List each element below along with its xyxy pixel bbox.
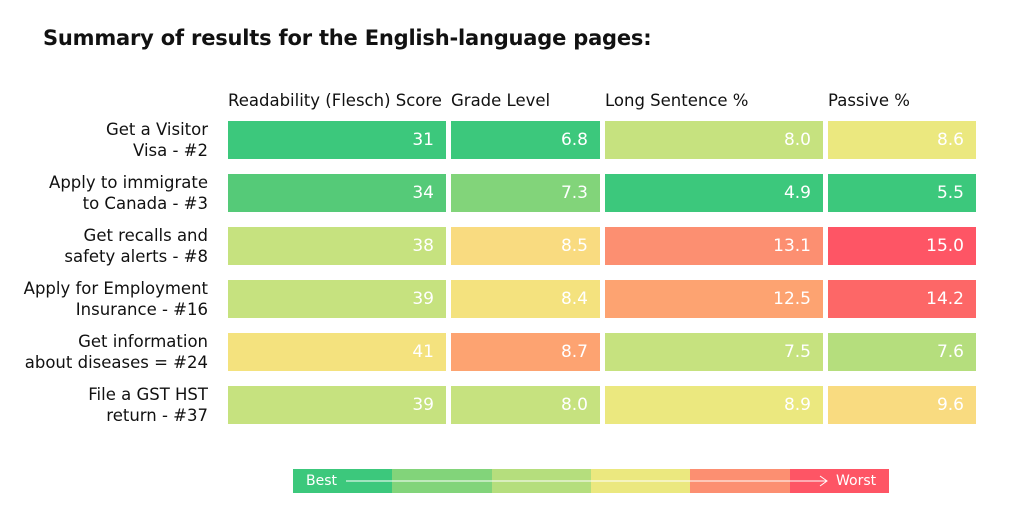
row-label-line: Apply to immigrate — [49, 173, 208, 192]
heatmap-cell: 15.0 — [828, 227, 976, 265]
heatmap-cell: 34 — [228, 174, 446, 212]
row-label-line: Get recalls and — [83, 226, 208, 245]
row-label: Apply for Employment Insurance - #16 — [0, 278, 208, 320]
row-label-line: Insurance - #16 — [75, 300, 208, 319]
chart-title: Summary of results for the English-langu… — [43, 26, 652, 50]
arrow-right-icon — [346, 475, 828, 487]
heatmap-cell: 8.0 — [451, 386, 600, 424]
column-header: Readability (Flesch) Score — [228, 91, 442, 110]
column-header: Long Sentence % — [605, 91, 749, 110]
heatmap-cell: 8.7 — [451, 333, 600, 371]
heatmap-cell: 7.3 — [451, 174, 600, 212]
heatmap-cell: 6.8 — [451, 121, 600, 159]
heatmap-cell: 12.5 — [605, 280, 823, 318]
column-header: Passive % — [828, 91, 910, 110]
heatmap-cell: 41 — [228, 333, 446, 371]
heatmap-cell: 8.6 — [828, 121, 976, 159]
row-label-line: Get information — [78, 332, 208, 351]
heatmap-cell: 7.5 — [605, 333, 823, 371]
row-label: Get recalls and safety alerts - #8 — [0, 225, 208, 267]
row-label: Apply to immigrate to Canada - #3 — [0, 172, 208, 214]
heatmap-cell: 5.5 — [828, 174, 976, 212]
row-label-line: to Canada - #3 — [82, 194, 208, 213]
row-label-line: return - #37 — [106, 406, 208, 425]
heatmap-cell: 13.1 — [605, 227, 823, 265]
row-label-line: Visa - #2 — [133, 141, 208, 160]
heatmap-cell: 9.6 — [828, 386, 976, 424]
row-label-line: Get a Visitor — [105, 120, 208, 139]
heatmap-cell: 39 — [228, 280, 446, 318]
row-label-line: Apply for Employment — [23, 279, 208, 298]
row-label-line: File a GST HST — [88, 385, 208, 404]
heatmap-cell: 39 — [228, 386, 446, 424]
row-label: File a GST HST return - #37 — [0, 384, 208, 426]
heatmap-cell: 14.2 — [828, 280, 976, 318]
legend-worst-label: Worst — [836, 473, 877, 489]
column-header: Grade Level — [451, 91, 551, 110]
heatmap-cell: 38 — [228, 227, 446, 265]
row-label-line: safety alerts - #8 — [64, 247, 208, 266]
heatmap-cell: 8.5 — [451, 227, 600, 265]
heatmap-cell: 8.4 — [451, 280, 600, 318]
row-label-line: about diseases = #24 — [24, 353, 208, 372]
heatmap-cell: 4.9 — [605, 174, 823, 212]
row-label: Get a Visitor Visa - #2 — [0, 119, 208, 161]
heatmap-cell: 8.0 — [605, 121, 823, 159]
legend-best-label: Best — [306, 473, 338, 489]
heatmap-cell: 31 — [228, 121, 446, 159]
heatmap-cell: 7.6 — [828, 333, 976, 371]
row-label: Get information about diseases = #24 — [0, 331, 208, 373]
heatmap-cell: 8.9 — [605, 386, 823, 424]
